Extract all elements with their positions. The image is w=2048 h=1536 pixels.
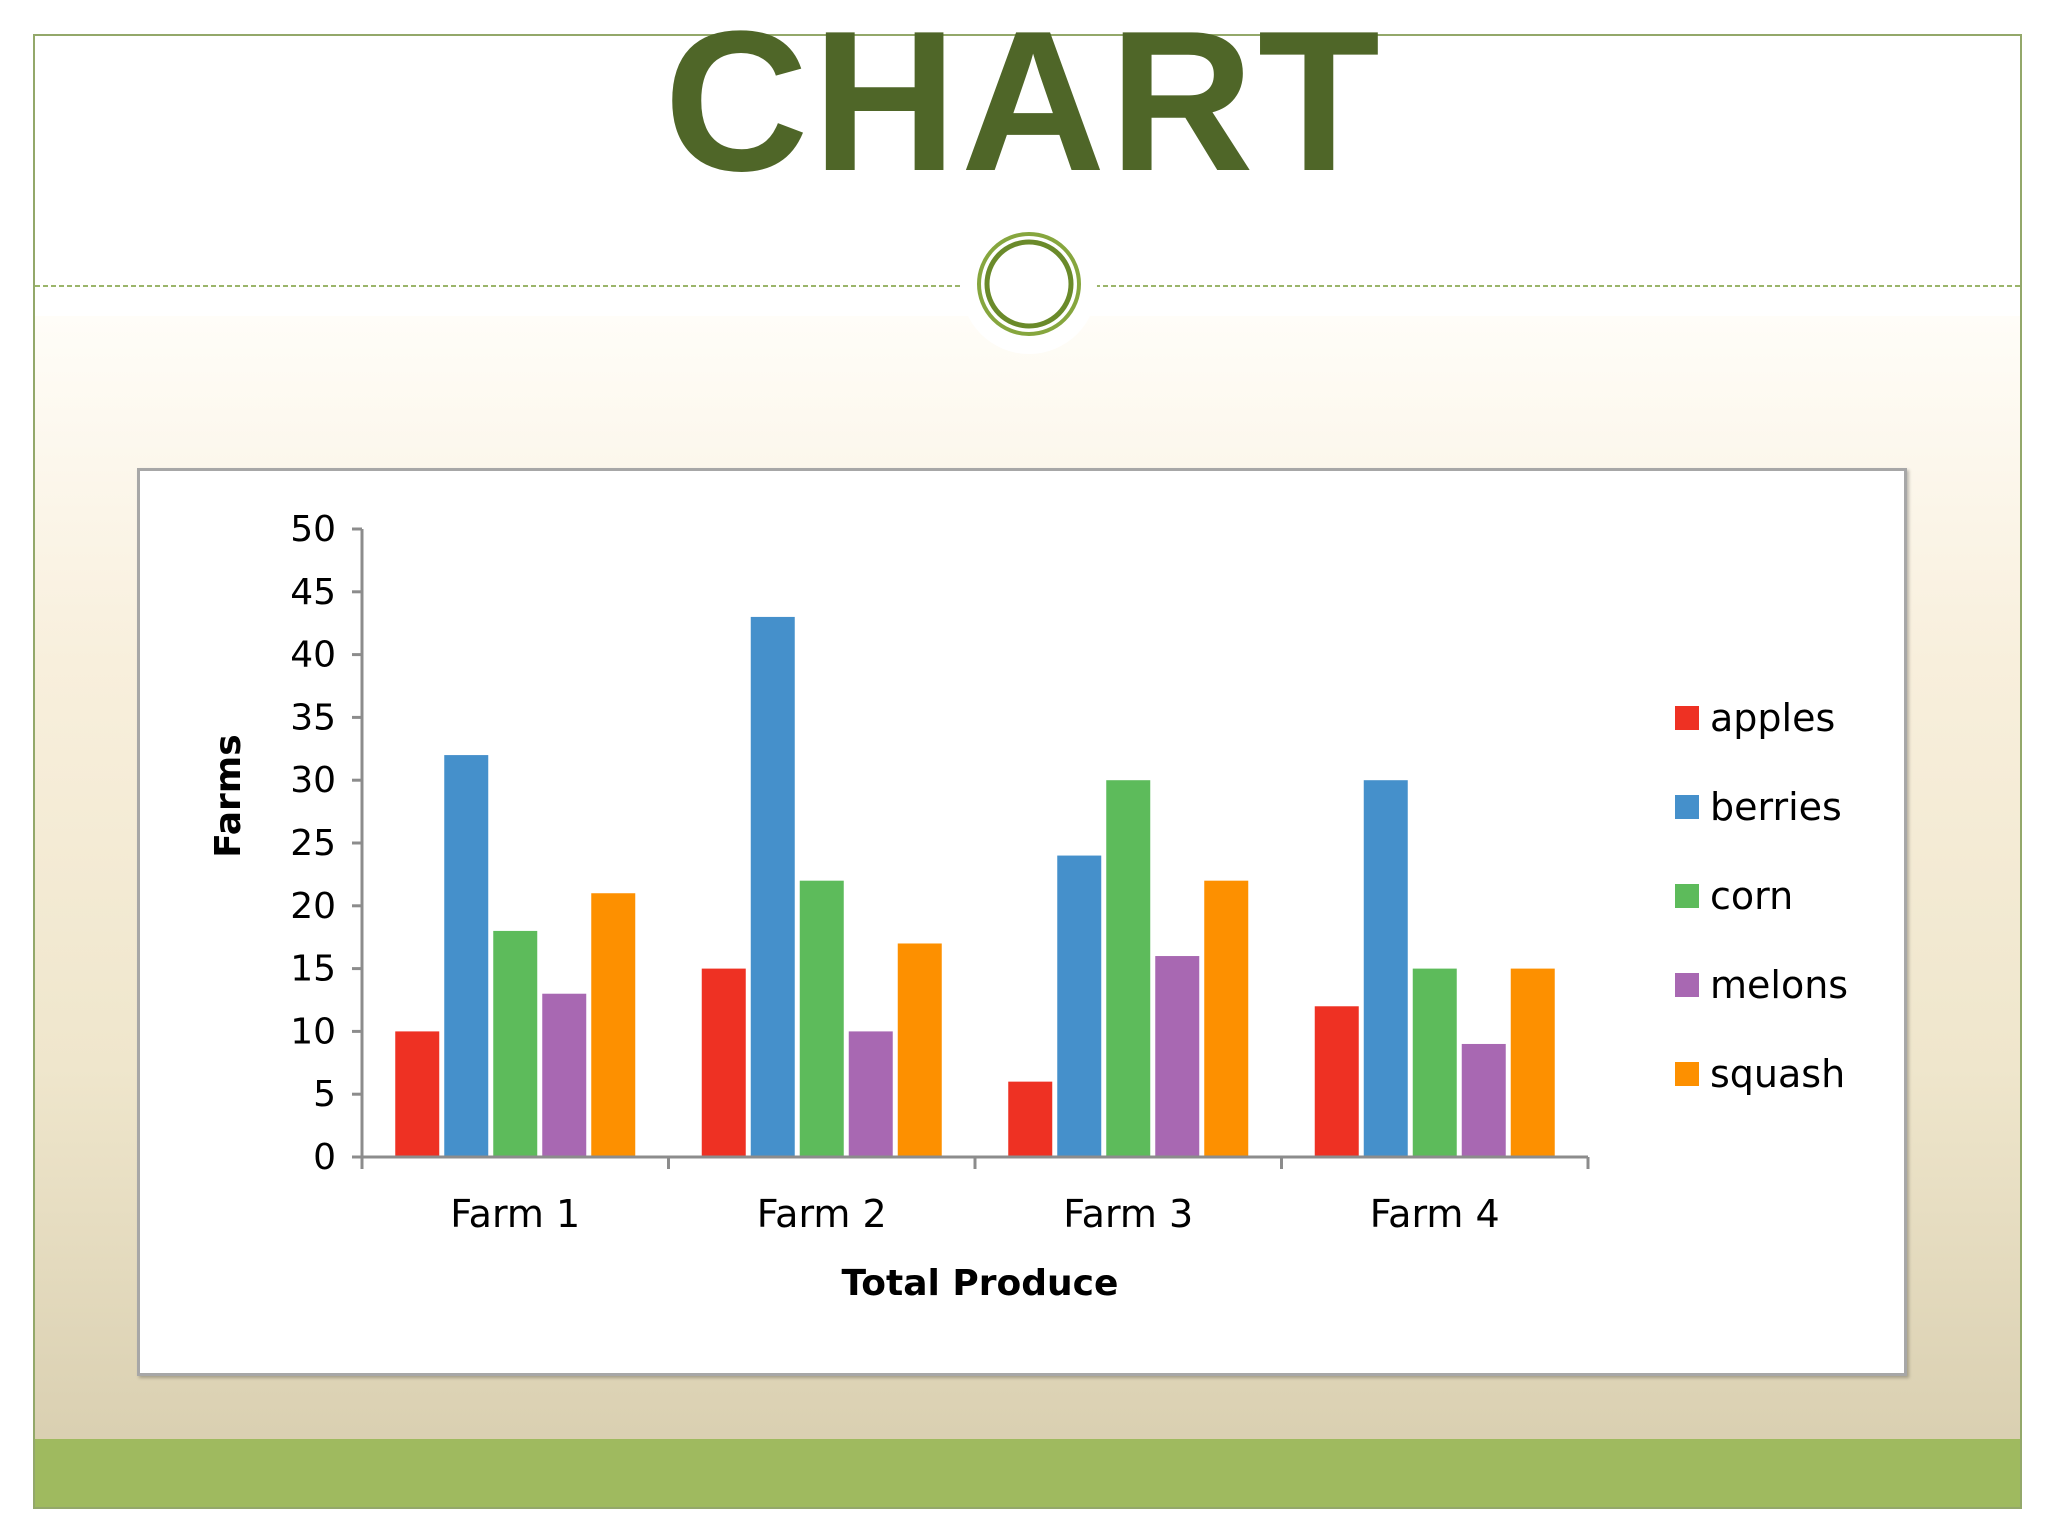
bar-squash-4: [1510, 968, 1555, 1157]
x-category-label: Farm 3: [1063, 1192, 1193, 1236]
legend-label-corn: corn: [1710, 874, 1793, 918]
bar-marks: [395, 616, 1555, 1157]
bar-squash-1: [591, 893, 636, 1157]
legend-swatch-squash: [1675, 1062, 1699, 1086]
bar-apples-2: [701, 968, 746, 1157]
bar-corn-3: [1106, 780, 1151, 1157]
legend: apples berries corn melons squash: [1675, 696, 1848, 1096]
legend-swatch-apples: [1675, 706, 1699, 730]
bar-corn-2: [799, 880, 844, 1157]
bar-berries-3: [1057, 855, 1102, 1157]
y-tick-label: 50: [290, 509, 336, 550]
y-tick-label: 40: [290, 635, 336, 676]
y-tick-label: 5: [313, 1074, 336, 1115]
bar-apples-4: [1314, 1006, 1359, 1157]
y-tick-label: 20: [290, 886, 336, 927]
bar-berries-4: [1363, 780, 1408, 1157]
legend-swatch-melons: [1675, 973, 1699, 997]
y-tick-label: 30: [290, 760, 336, 801]
y-tick-label: 10: [290, 1011, 336, 1052]
bar-apples-1: [395, 1031, 440, 1157]
x-category-label: Farm 2: [757, 1192, 887, 1236]
legend-label-melons: melons: [1710, 963, 1848, 1007]
bar-melons-4: [1461, 1043, 1506, 1157]
x-axis-category-labels: Farm 1 Farm 2 Farm 3 Farm 4: [450, 1192, 1499, 1236]
legend-swatch-berries: [1675, 795, 1699, 819]
bar-corn-4: [1412, 968, 1457, 1157]
y-tick-label: 35: [290, 697, 336, 738]
y-tick-label: 25: [290, 823, 336, 864]
legend-label-apples: apples: [1710, 696, 1835, 740]
bar-squash-3: [1204, 880, 1249, 1157]
bar-squash-2: [897, 943, 942, 1157]
y-tick-label: 45: [290, 572, 336, 613]
legend-label-berries: berries: [1710, 785, 1842, 829]
bar-berries-1: [444, 755, 489, 1157]
title-divider: [35, 218, 2020, 354]
divider-ornament-icon: [977, 232, 1081, 336]
y-axis-title: Farms: [208, 734, 249, 857]
x-axis-title: Total Produce: [842, 1263, 1119, 1304]
y-tick-label: 0: [313, 1137, 336, 1178]
bar-corn-1: [493, 930, 538, 1157]
x-category-label: Farm 1: [450, 1192, 580, 1236]
legend-label-squash: squash: [1710, 1052, 1845, 1096]
x-category-label: Farm 4: [1370, 1192, 1500, 1236]
bar-berries-2: [750, 616, 795, 1157]
bar-melons-3: [1155, 956, 1200, 1157]
bar-melons-1: [542, 993, 587, 1157]
slide-title: CHART: [664, 0, 1384, 213]
y-axis-ticks: 0 5 10 15 20 25 30 35 40 45 50: [290, 509, 362, 1178]
y-tick-label: 15: [290, 949, 336, 990]
legend-swatch-corn: [1675, 884, 1699, 908]
x-axis-ticks: [360, 1157, 1590, 1169]
bar-melons-2: [848, 1031, 893, 1157]
footer-band: [35, 1439, 2020, 1507]
bar-apples-3: [1008, 1081, 1053, 1157]
